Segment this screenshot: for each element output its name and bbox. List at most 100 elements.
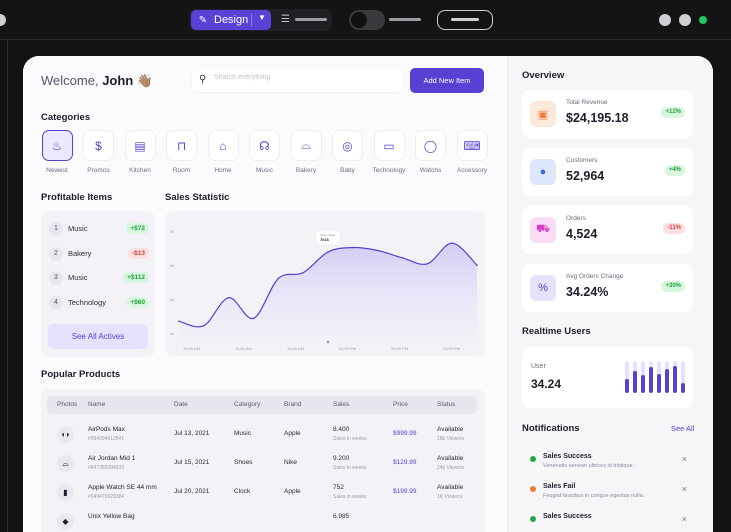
product-price: $129.99: [393, 459, 417, 466]
sales-point[interactable]: [302, 271, 304, 274]
product-brand: Apple: [284, 488, 301, 495]
sales-point[interactable]: [327, 251, 329, 253]
product-date: Jul 15, 2021: [174, 459, 210, 466]
category-label: Home: [214, 167, 232, 174]
sales-point[interactable]: [352, 246, 354, 249]
theme-toggle[interactable]: [349, 10, 385, 30]
sales-point[interactable]: [227, 296, 230, 299]
category-kitchen[interactable]: ▤ Kitchen: [120, 130, 160, 174]
profitable-item[interactable]: 2 Bakery -$13: [49, 246, 149, 262]
gift-icon: ▣: [530, 101, 556, 127]
window-circle-button[interactable]: [659, 14, 671, 26]
notification-item[interactable]: Sales Success Venenatis aenean ultrices i…: [522, 451, 693, 481]
product-name: Air Jordan Mid 1: [88, 455, 136, 462]
product-date: Jul 13, 2021: [174, 430, 210, 437]
column-header-category: Category: [234, 401, 261, 408]
table-row[interactable]: ◖◗ AirPods Max #094294612941 Jul 13, 2021 Mu…: [47, 423, 477, 449]
category-watchs[interactable]: ◯ Watchs: [411, 130, 451, 174]
popular-products-table: Photos Name Date Category Brand Sales Price Sta…: [41, 389, 485, 532]
category-newest[interactable]: ♨ Newest: [37, 130, 77, 174]
product-brand: Apple: [284, 430, 301, 437]
notification-title: Sales Fail: [543, 483, 576, 490]
pill-line: [451, 18, 479, 21]
rank-number: 1: [49, 222, 63, 236]
x-tick-label: 03:00 PM: [443, 346, 460, 351]
wave-icon: 👋🏽: [136, 73, 154, 88]
stat-value: $24,195.18: [566, 111, 629, 125]
percent-icon: %: [530, 275, 556, 301]
y-tick-label: 7k: [170, 229, 174, 234]
see-all-notifications-link[interactable]: See All: [671, 424, 695, 433]
table-row[interactable]: ▮ Apple Watch SE 44 mm #049479629384 Jul 20…: [47, 481, 477, 507]
category-home[interactable]: ⌂ Home: [203, 130, 243, 174]
stat-label: Customers: [566, 157, 598, 164]
close-icon[interactable]: ×: [681, 454, 687, 464]
product-sales: 752: [333, 484, 344, 491]
window-circle-button[interactable]: [679, 14, 691, 26]
category-baby[interactable]: ◎ Baby: [328, 130, 368, 174]
notification-item[interactable]: Sales Fail Feugiat faucibus in congue ege…: [522, 481, 693, 511]
notification-item[interactable]: Sales Success ×: [522, 511, 693, 532]
chevron-down-icon[interactable]: ▼: [258, 13, 266, 22]
close-icon[interactable]: ×: [681, 484, 687, 494]
category-accessory[interactable]: ⌨ Accessory: [452, 130, 492, 174]
search-bar[interactable]: ⚲: [192, 70, 403, 92]
product-brand: Nike: [284, 459, 298, 466]
change-badge: +$112: [123, 272, 149, 283]
sales-chart-svg: 7k 5k 3k 1k 10:00 AM 11:00 AM 12:00 AM 01:00 PM…: [170, 229, 478, 351]
user-icon: ●: [530, 159, 556, 185]
product-sales: 9.200: [333, 455, 350, 462]
category-label: Bakery: [295, 167, 317, 174]
design-mode-button[interactable]: ✎ Design ▼: [191, 10, 271, 30]
product-name: Unix Yellow Bag: [88, 513, 135, 520]
realtime-bar: [665, 361, 669, 393]
sales-point[interactable]: [178, 320, 180, 323]
profitable-item[interactable]: 4 Technology +$60: [49, 295, 149, 311]
stack-icon[interactable]: ☰: [281, 14, 290, 25]
category-music[interactable]: ☊ Music: [245, 130, 285, 174]
profitable-item[interactable]: 1 Music +$72: [49, 221, 149, 237]
sales-area: [179, 243, 477, 339]
sales-point[interactable]: [476, 264, 478, 267]
cart-icon: ⛟: [530, 217, 556, 243]
pacifier-icon: ◎: [332, 130, 363, 161]
see-all-actives-button[interactable]: See All Actives: [48, 324, 148, 349]
close-icon[interactable]: ×: [681, 514, 687, 524]
sales-point[interactable]: [252, 317, 255, 320]
status-online-dot: [699, 16, 707, 24]
rank-number: 4: [49, 295, 63, 310]
sofa-icon: ⊓: [166, 130, 197, 161]
sales-point[interactable]: [376, 249, 379, 252]
add-new-item-button[interactable]: Add New Item: [410, 68, 484, 93]
stat-card-avg-orders-change: % Avg Orders Change 34.24% +30%: [522, 264, 693, 312]
sales-point[interactable]: [426, 262, 429, 265]
window-control-dot[interactable]: [0, 14, 6, 26]
table-row[interactable]: ⌓ Air Jordan Mid 1 #847382094610 Jul 15, 20…: [47, 452, 477, 478]
sales-point[interactable]: [203, 324, 205, 327]
sales-point[interactable]: [451, 242, 453, 244]
stat-change-badge: +4%: [664, 165, 685, 176]
design-icon: ✎: [198, 14, 208, 26]
categories-list: ♨ Newest $ Promos ▤ Kitchen ⊓ Room ⌂ Home ☊ Music ⌓ B…: [41, 130, 491, 180]
toolbar-line: [295, 18, 327, 21]
sales-point[interactable]: [277, 277, 280, 280]
stat-label: Orders: [566, 215, 586, 222]
search-input[interactable]: [214, 74, 394, 81]
category-label: Music: [256, 167, 273, 174]
stat-card-customers: ● Customers 52,964 +4%: [522, 148, 693, 196]
profitable-item[interactable]: 3 Music +$112: [49, 270, 149, 286]
notifications-title: Notifications: [522, 423, 580, 434]
category-bakery[interactable]: ⌓ Bakery: [286, 130, 326, 174]
category-promos[interactable]: $ Promos: [79, 130, 119, 174]
product-id: #049479629384: [88, 494, 125, 500]
realtime-user-value: 34.24: [531, 377, 562, 391]
toolbar-pill-button[interactable]: [437, 10, 493, 30]
category-room[interactable]: ⊓ Room: [162, 130, 202, 174]
product-status: Available: [437, 484, 464, 491]
laptop-icon: ▭: [373, 130, 405, 161]
table-row[interactable]: ◆ Unix Yellow Bag 6.985: [47, 510, 477, 532]
category-technology[interactable]: ▭ Technology: [369, 130, 409, 174]
notification-desc: Venenatis aenean ultrices id tristique.: [543, 463, 635, 469]
sales-point[interactable]: [401, 257, 404, 259]
